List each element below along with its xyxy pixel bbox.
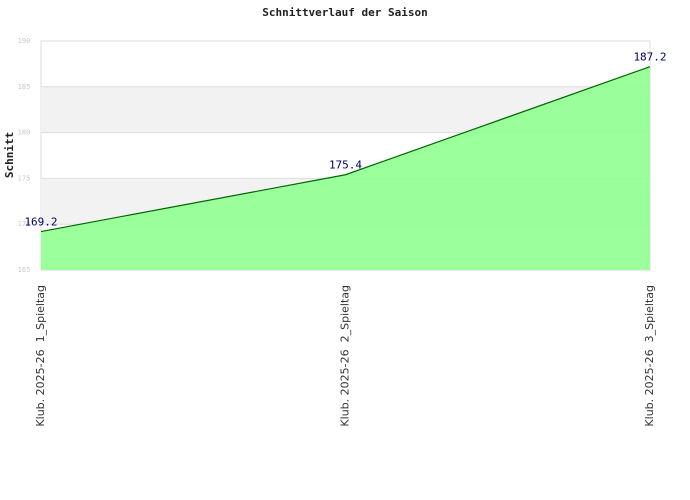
y-tick-label: 190 (18, 37, 31, 45)
value-label: 187.2 (633, 51, 666, 64)
value-label: 175.4 (329, 159, 362, 172)
x-tick-label: Klub. 2025-26 3_Spieltag (643, 285, 656, 427)
line (40, 66, 651, 233)
y-tick-label: 175 (18, 174, 31, 182)
y-tick-label: 165 (18, 266, 31, 274)
y-axis-label: Schnitt (3, 132, 16, 178)
y-tick-label: 185 (18, 83, 31, 91)
x-tick-label: Klub. 2025-26 1_Spieltag (34, 285, 47, 427)
y-tick-label: 180 (18, 129, 31, 137)
y-tick-label: 170 (18, 220, 31, 228)
value-label: 169.2 (24, 216, 57, 229)
chart-title: Schnittverlauf der Saison (262, 6, 428, 19)
x-tick-label: Klub. 2025-26 2_Spieltag (339, 285, 352, 427)
area (41, 66, 650, 270)
